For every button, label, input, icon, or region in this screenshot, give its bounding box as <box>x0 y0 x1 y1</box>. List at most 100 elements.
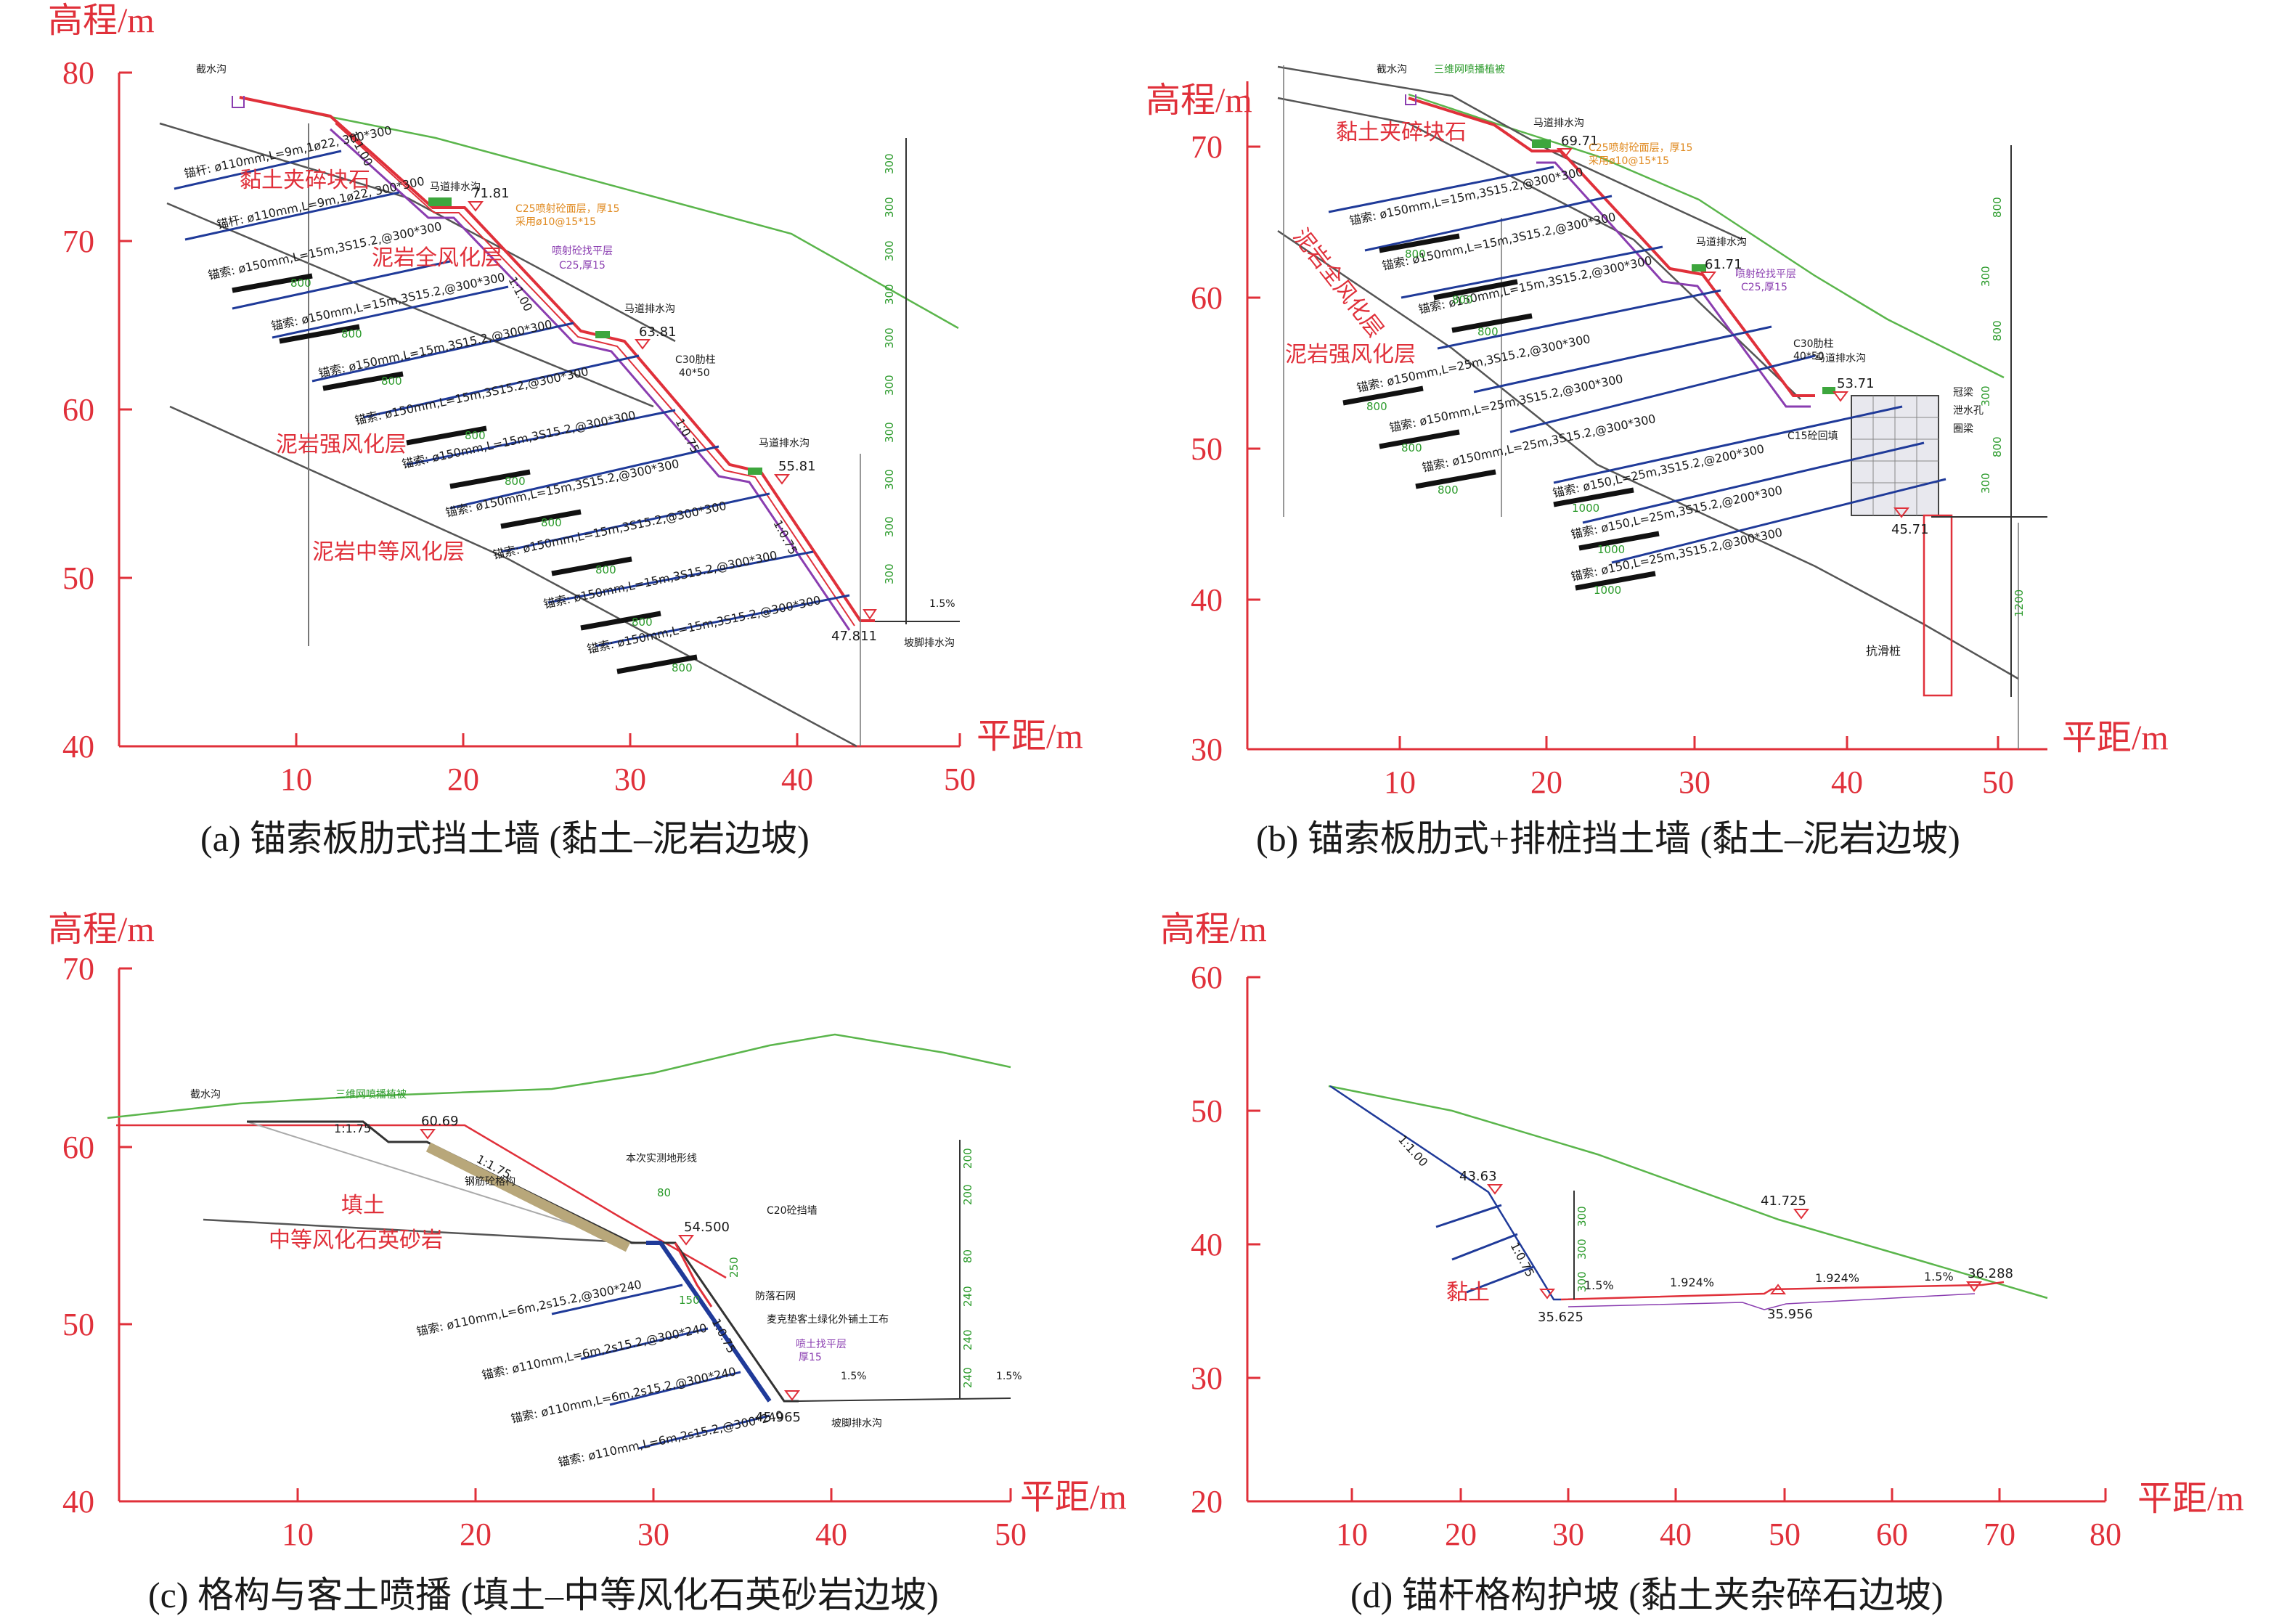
panel-c-dim-label: 240 <box>961 1286 974 1307</box>
panel-d-y-tick: 30 <box>1191 1360 1223 1396</box>
panel-c-layer-label: 填土 <box>341 1193 385 1217</box>
panel-b-note: C25喷射砼面层，厚15 <box>1589 142 1692 154</box>
panel-a-anchor-label: 锚索: ø150mm,L=15m,3S15.2,@300*300 <box>492 499 727 562</box>
panel-b-x-axis-title: 平距/m <box>2062 719 2169 757</box>
panel-b-bar-length: 800 <box>1477 325 1499 338</box>
panel-c-note: 麦克垫客土绿化外铺土工布 <box>767 1313 889 1326</box>
panel-c-fill-dash <box>246 1121 632 1244</box>
panel-d-elevation: 43.63 <box>1459 1169 1497 1184</box>
panel-a-dim-label: 300 <box>883 153 896 174</box>
panel-a-moderate-boundary <box>169 405 857 748</box>
panel-a-note: 马道排水沟 <box>430 181 481 193</box>
panel-a: 高程/m 平距/m 80 70 60 50 40 10 20 30 40 50 <box>48 1 1083 859</box>
panel-a-dim-label: 300 <box>883 422 896 443</box>
panel-a-x-tick: 20 <box>447 762 479 797</box>
panel-c-note: 本次实测地形线 <box>626 1153 697 1164</box>
panel-b-x-tick: 40 <box>1831 764 1863 800</box>
panel-a-layer-label: 泥岩中等风化层 <box>312 540 465 564</box>
panel-a-caption: (a) 锚索板肋式挡土墙 (黏土–泥岩边坡) <box>200 818 810 859</box>
panel-a-bar-length: 800 <box>290 277 311 290</box>
panel-d-grade: 1.924% <box>1670 1276 1714 1289</box>
panel-d-grade: 1.5% <box>1924 1270 1954 1284</box>
panel-b-note: 喷射砼找平层 <box>1735 269 1796 280</box>
panel-a-note: C25喷射砼面层，厚15 <box>515 203 619 215</box>
panel-a-bar-length: 800 <box>672 661 693 674</box>
panel-a-dim-label: 300 <box>883 240 896 261</box>
panel-a-x-tick: 50 <box>944 762 976 797</box>
panel-d-x-tick: 30 <box>1552 1517 1584 1552</box>
panel-d-x-tick: 10 <box>1336 1517 1368 1552</box>
panel-c-anchor-label: 锚索: ø110mm,L=6m,2s15.2,@300*240 <box>510 1365 738 1426</box>
panel-a-note: 1.5% <box>929 598 955 610</box>
panel-a-y-tick: 40 <box>62 729 94 764</box>
panel-d-slope-face <box>1329 1085 1561 1301</box>
panel-b-x-tick: 50 <box>1982 764 2014 800</box>
panel-c-slope-ratio: 1:0.75 <box>709 1316 738 1355</box>
panel-c-note: 厚15 <box>799 1352 822 1363</box>
panel-b-layer-label: 泥岩强风化层 <box>1285 343 1416 367</box>
panel-a-note: 喷射砼找平层 <box>552 245 613 257</box>
panel-d-layer-label: 黏土 <box>1446 1281 1490 1305</box>
panel-b-anchor-label: 锚索: ø150mm,L=25m,3S15.2,@300*300 <box>1421 412 1657 475</box>
panel-b-top-boundary <box>1277 65 1743 241</box>
panel-b-note: 截水沟 <box>1377 64 1407 76</box>
panel-c-note: 1.5% <box>841 1371 867 1382</box>
panel-b-y-tick: 50 <box>1191 431 1223 467</box>
panel-d-elevation: 41.725 <box>1761 1193 1806 1209</box>
panel-a-y-tick: 50 <box>62 560 94 596</box>
panel-c-note: C20砼挡墙 <box>767 1205 818 1217</box>
panel-d-y-tick: 60 <box>1191 960 1223 995</box>
panel-a-elevation: 63.81 <box>639 325 677 340</box>
panel-a-wall-back <box>329 128 851 631</box>
panel-a-note: C30肋柱 <box>675 354 716 366</box>
panel-d-x-tick: 70 <box>1984 1517 2015 1552</box>
panel-c-x-tick: 50 <box>995 1517 1027 1552</box>
panel-a-dim-label: 300 <box>883 284 896 305</box>
panel-c-retaining-wall <box>646 1241 772 1403</box>
panel-b-y-tick: 40 <box>1191 582 1223 618</box>
panel-b-note: 马道排水沟 <box>1533 118 1584 129</box>
panel-a-bar-length: 800 <box>541 516 562 529</box>
panel-b-note: 三维网喷播植被 <box>1434 64 1505 76</box>
panel-b-note: 冠梁 <box>1953 387 1973 399</box>
panel-a-layer-label: 泥岩全风化层 <box>372 246 502 270</box>
panel-c-rock-boundary <box>203 1218 640 1244</box>
panel-a-x-axis-title: 平距/m <box>977 717 1083 756</box>
panel-d-dim-label: 300 <box>1575 1271 1589 1292</box>
panel-a-x-tick: 30 <box>614 762 646 797</box>
panel-a-slope-ratio: 1:1.00 <box>505 274 535 314</box>
panel-b-dim-label: 300 <box>1979 473 1992 494</box>
panel-c-x-axis-title: 平距/m <box>1020 1478 1127 1517</box>
panel-c-toe-grade <box>798 1397 1011 1402</box>
panel-c-x-tick: 30 <box>637 1517 669 1552</box>
panel-d-elevation: 36.288 <box>1968 1266 2013 1281</box>
panel-b-note: 抗滑桩 <box>1866 644 1901 658</box>
panel-c-note: 三维网喷播植被 <box>335 1089 407 1101</box>
panel-b-bar-length: 1000 <box>1597 543 1625 556</box>
panel-a-y-tick: 70 <box>62 224 94 259</box>
panel-d-y-tick: 20 <box>1191 1484 1223 1519</box>
panel-d-ground-line <box>1328 1085 2048 1299</box>
panel-b-elevation: 53.71 <box>1837 376 1875 391</box>
panel-a-ditch-icon <box>232 96 245 108</box>
panel-a-elevation: 55.81 <box>778 459 816 474</box>
panel-a-anchor-label: 锚索: ø150mm,L=15m,3S15.2,@300*300 <box>444 457 680 520</box>
panel-b-note: C30肋柱 <box>1793 338 1834 350</box>
panel-a-elevation: 47.811 <box>831 629 877 644</box>
panel-d-drain <box>1568 1293 1976 1310</box>
panel-c-note: 1.5% <box>996 1371 1022 1382</box>
panel-a-anchor-label: 锚索: ø150mm,L=15m,3S15.2,@300*300 <box>542 548 778 611</box>
panel-a-weathered-boundary <box>166 202 654 408</box>
panel-d-x-tick: 50 <box>1769 1517 1801 1552</box>
panel-b-elevation: 61.71 <box>1705 257 1742 272</box>
panel-a-dim-label: 300 <box>883 327 896 348</box>
panel-a-note: 马道排水沟 <box>624 303 675 315</box>
panel-c-y-axis-title: 高程/m <box>48 910 155 949</box>
panel-a-dim-label: 300 <box>883 516 896 537</box>
panel-c-dim-label: 240 <box>961 1329 974 1350</box>
panel-c-ground-line <box>107 1033 1011 1119</box>
panel-a-note: 截水沟 <box>196 64 227 76</box>
panel-c-anchor-label: 锚索: ø110mm,L=6m,2s15.2,@300*240 <box>557 1408 785 1469</box>
panel-c-dim-label: 150 <box>679 1294 700 1307</box>
panel-a-dim-label: 300 <box>883 375 896 396</box>
